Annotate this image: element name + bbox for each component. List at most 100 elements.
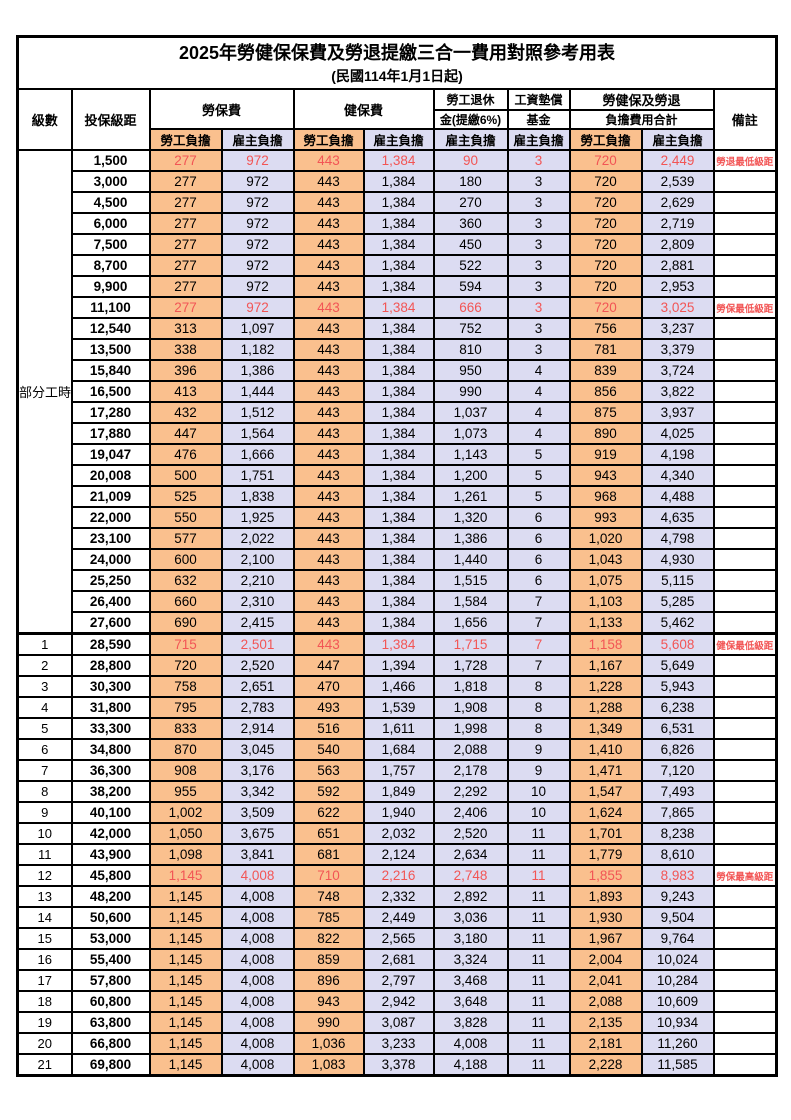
total-employer-cell: 4,340	[640, 464, 715, 487]
total-employer-cell: 5,943	[640, 675, 715, 698]
wage-fund-employer-cell: 10	[506, 780, 571, 803]
bracket-cell: 69,800	[70, 1053, 151, 1077]
remark-cell	[712, 527, 778, 550]
total-employee-cell: 1,701	[568, 822, 643, 845]
labor-employee-cell: 1,145	[148, 969, 223, 992]
labor-employee-cell: 396	[148, 359, 223, 382]
pension-employer-cell: 1,200	[432, 464, 509, 487]
level-cell: 17	[16, 969, 73, 992]
health-employer-cell: 2,332	[362, 885, 435, 908]
level-cell: 6	[16, 738, 73, 761]
header-group-row: 級數 投保級距 勞保費 健保費 勞工退休 工資墊償 勞健保及勞退 備註	[16, 88, 778, 151]
table-row: 17 57,800 1,145 4,008 896 2,797 3,468 11 2,041 10…	[16, 969, 778, 992]
bracket-cell: 9,900	[70, 275, 151, 298]
health-employer-cell: 1,384	[362, 422, 435, 445]
total-employee-cell: 1,624	[568, 801, 643, 824]
labor-employee-cell: 277	[148, 296, 223, 319]
labor-employer-cell: 2,100	[220, 548, 295, 571]
bracket-cell: 40,100	[70, 801, 151, 824]
total-employer-cell: 10,284	[640, 969, 715, 992]
labor-employer-cell: 4,008	[220, 1011, 295, 1034]
bracket-cell: 43,900	[70, 843, 151, 866]
col-header-labor-insurance: 勞保費	[148, 88, 295, 130]
health-employee-cell: 516	[292, 717, 365, 740]
labor-employer-cell: 3,841	[220, 843, 295, 866]
total-employer-cell: 6,826	[640, 738, 715, 761]
health-employer-cell: 1,849	[362, 780, 435, 803]
pension-employer-cell: 2,634	[432, 843, 509, 866]
health-employee-cell: 443	[292, 632, 365, 656]
labor-employer-cell: 2,022	[220, 527, 295, 550]
table-row: 14 50,600 1,145 4,008 785 2,449 3,036 11 1,930 9,…	[16, 906, 778, 929]
total-employee-cell: 890	[568, 422, 643, 445]
labor-employee-cell: 1,145	[148, 864, 223, 887]
total-employee-cell: 720	[568, 296, 643, 319]
table-row: 19 63,800 1,145 4,008 990 3,087 3,828 11 2,135 10…	[16, 1011, 778, 1034]
table-row: 20,008 500 1,751 443 1,384 1,200 5 943 4,340	[18, 464, 778, 487]
pension-employer-cell: 666	[432, 296, 509, 319]
subheader-total-employer: 雇主負擔	[640, 128, 715, 151]
total-employee-cell: 1,228	[568, 675, 643, 698]
level-cell: 3	[16, 675, 73, 698]
wage-fund-employer-cell: 5	[506, 464, 571, 487]
level-cell: 8	[16, 780, 73, 803]
pension-employer-cell: 180	[432, 170, 509, 193]
total-employer-cell: 11,260	[640, 1032, 715, 1055]
health-employer-cell: 1,384	[362, 590, 435, 613]
wage-fund-employer-cell: 11	[506, 843, 571, 866]
labor-employee-cell: 833	[148, 717, 223, 740]
health-employer-cell: 1,384	[362, 464, 435, 487]
page-title: 2025年勞健保保費及勞退提繳三合一費用對照參考用表	[179, 43, 616, 63]
labor-employer-cell: 972	[220, 170, 295, 193]
remark-cell	[712, 780, 778, 803]
labor-employer-cell: 4,008	[220, 969, 295, 992]
col-header-total-line2: 負擔費用合計	[568, 109, 715, 130]
bracket-cell: 3,000	[70, 170, 151, 193]
health-employee-cell: 540	[292, 738, 365, 761]
remark-cell: 健保最低級距	[712, 632, 778, 656]
pension-employer-cell: 1,320	[432, 506, 509, 529]
bracket-cell: 57,800	[70, 969, 151, 992]
health-employer-cell: 1,684	[362, 738, 435, 761]
table-row: 15 53,000 1,145 4,008 822 2,565 3,180 11 1,967 9,…	[16, 927, 778, 950]
health-employee-cell: 990	[292, 1011, 365, 1034]
total-employee-cell: 856	[568, 380, 643, 403]
health-employer-cell: 1,384	[362, 254, 435, 277]
subheader-labor-employer: 雇主負擔	[220, 128, 295, 151]
bracket-cell: 55,400	[70, 948, 151, 971]
table-row: 17,880 447 1,564 443 1,384 1,073 4 890 4,025	[18, 422, 778, 445]
bracket-cell: 60,800	[70, 990, 151, 1013]
total-employer-cell: 6,238	[640, 696, 715, 719]
table-row: 部分工時 1,500 277 972 443 1,384 90 3 720 2,449 勞退最低級距	[16, 149, 778, 635]
health-employer-cell: 1,466	[362, 675, 435, 698]
health-employee-cell: 443	[292, 254, 365, 277]
labor-employer-cell: 2,501	[220, 632, 295, 656]
wage-fund-employer-cell: 3	[506, 275, 571, 298]
total-employer-cell: 2,881	[640, 254, 715, 277]
table-row: 13 48,200 1,145 4,008 748 2,332 2,892 11 1,893 9,…	[16, 885, 778, 908]
remark-cell	[712, 717, 778, 740]
pension-employer-cell: 594	[432, 275, 509, 298]
labor-employer-cell: 972	[220, 233, 295, 256]
bracket-cell: 50,600	[70, 906, 151, 929]
labor-employer-cell: 3,675	[220, 822, 295, 845]
health-employee-cell: 443	[292, 485, 365, 508]
bracket-cell: 27,600	[70, 611, 151, 635]
total-employee-cell: 2,004	[568, 948, 643, 971]
labor-employer-cell: 3,045	[220, 738, 295, 761]
labor-employer-cell: 4,008	[220, 864, 295, 887]
remark-cell	[712, 338, 778, 361]
table-row: 6,000 277 972 443 1,384 360 3 720 2,719	[18, 212, 778, 235]
table-row: 10 42,000 1,050 3,675 651 2,032 2,520 11 1,701 8,…	[16, 822, 778, 845]
health-employer-cell: 1,384	[362, 191, 435, 214]
table-row: 25,250 632 2,210 443 1,384 1,515 6 1,075 5,115	[18, 569, 778, 592]
health-employer-cell: 1,611	[362, 717, 435, 740]
table-row: 12,540 313 1,097 443 1,384 752 3 756 3,237	[18, 317, 778, 340]
level-cell: 21	[16, 1053, 73, 1077]
total-employee-cell: 1,167	[568, 654, 643, 677]
table-row: 21 69,800 1,145 4,008 1,083 3,378 4,188 11 2,228…	[16, 1053, 778, 1077]
total-employer-cell: 9,504	[640, 906, 715, 929]
pension-employer-cell: 522	[432, 254, 509, 277]
table-row: 27,600 690 2,415 443 1,384 1,656 7 1,133 5,462	[18, 611, 778, 635]
wage-fund-employer-cell: 6	[506, 569, 571, 592]
